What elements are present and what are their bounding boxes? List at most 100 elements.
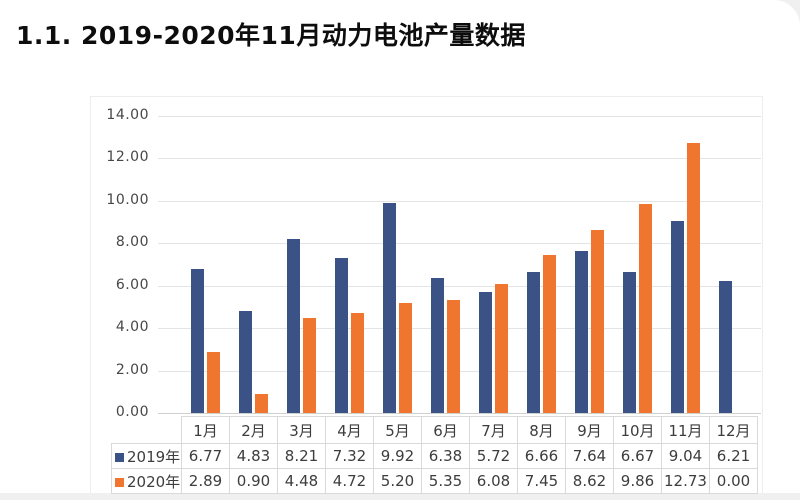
month-header-cell: 11月 <box>661 416 710 444</box>
gridline <box>158 328 761 330</box>
value-cell-2019年: 6.67 <box>613 443 662 469</box>
bar-2019年-9月 <box>574 250 588 413</box>
y-axis-label: 2.00 <box>115 361 149 378</box>
bar-group-3月 <box>277 116 325 413</box>
legend-cell-2019年: 2019年 <box>111 443 182 469</box>
bar-series-area <box>181 116 757 413</box>
bar-group-8月 <box>517 116 565 413</box>
gridline <box>158 158 761 160</box>
legend-swatch-2020年 <box>115 477 124 487</box>
value-cell-2020年: 8.62 <box>565 468 614 494</box>
bar-group-1月 <box>181 116 229 413</box>
value-cell-2019年: 9.04 <box>661 443 710 469</box>
bar-2020年-5月 <box>398 302 412 413</box>
y-axis-label: 14.00 <box>106 107 149 123</box>
month-header-cell: 7月 <box>469 416 518 444</box>
value-cell-2019年: 6.66 <box>517 443 566 469</box>
bar-group-10月 <box>613 116 661 413</box>
value-cell-2019年: 6.21 <box>709 443 758 469</box>
y-axis-label: 4.00 <box>115 319 149 336</box>
month-header-cell: 9月 <box>565 416 614 444</box>
gridline <box>158 116 761 117</box>
bar-2019年-12月 <box>718 281 732 413</box>
legend-cell-2020年: 2020年 <box>111 468 182 494</box>
bar-2019年-10月 <box>622 271 636 413</box>
value-cell-2020年: 4.48 <box>277 468 326 494</box>
bar-2020年-10月 <box>638 203 652 413</box>
bar-2020年-2月 <box>254 393 268 413</box>
value-cell-2019年: 4.83 <box>229 443 278 469</box>
bar-2020年-4月 <box>350 312 364 413</box>
section-title: 1.1. 2019-2020年11月动力电池产量数据 <box>16 21 526 50</box>
value-cell-2019年: 9.92 <box>373 443 422 469</box>
value-cell-2020年: 5.20 <box>373 468 422 494</box>
value-cell-2020年: 12.73 <box>661 468 710 494</box>
table-corner-blank <box>112 417 182 444</box>
gridline <box>158 285 761 287</box>
value-cell-2019年: 7.64 <box>565 443 614 469</box>
bar-2020年-1月 <box>206 351 220 413</box>
value-cell-2020年: 9.86 <box>613 468 662 494</box>
value-cell-2019年: 6.38 <box>421 443 470 469</box>
battery-production-chart: 14.00 12.00 10.00 8.00 6.00 4.00 2.00 0.00 1月 2月… <box>90 96 763 494</box>
y-axis-label: 0.00 <box>115 404 149 420</box>
bar-2020年-9月 <box>590 230 604 413</box>
value-cell-2020年: 7.45 <box>517 468 566 494</box>
bar-2020年-8月 <box>542 254 556 413</box>
gridline <box>158 200 761 202</box>
bar-group-11月 <box>661 116 709 413</box>
month-header-cell: 8月 <box>517 416 566 444</box>
value-cell-2020年: 5.35 <box>421 468 470 494</box>
month-header-cell: 10月 <box>613 416 662 444</box>
value-cell-2019年: 5.72 <box>469 443 518 469</box>
value-cell-2019年: 8.21 <box>277 443 326 469</box>
value-cell-2020年: 0.00 <box>709 468 758 494</box>
bar-2019年-2月 <box>238 310 252 413</box>
y-axis-label: 10.00 <box>106 191 149 208</box>
bar-2019年-3月 <box>286 238 300 413</box>
bar-2020年-11月 <box>686 142 700 413</box>
month-header-cell: 2月 <box>229 416 278 444</box>
legend-label: 2020年 <box>127 472 181 491</box>
bar-group-9月 <box>565 116 613 413</box>
month-header-cell: 6月 <box>421 416 470 444</box>
bar-2020年-6月 <box>446 299 460 413</box>
bar-2019年-5月 <box>382 202 396 413</box>
value-cell-2020年: 2.89 <box>181 468 230 494</box>
bar-group-2月 <box>229 116 277 413</box>
bar-2019年-8月 <box>526 271 540 413</box>
month-header-cell: 4月 <box>325 416 374 444</box>
bar-2019年-6月 <box>430 277 444 413</box>
month-header-cell: 1月 <box>181 416 230 444</box>
table-row-2020年: 2020年 2.89 0.90 4.48 4.72 5.20 5.35 6.08 7.45 8.6… <box>111 468 758 494</box>
value-cell-2019年: 7.32 <box>325 443 374 469</box>
bar-group-5月 <box>373 116 421 413</box>
month-header-cell: 5月 <box>373 416 422 444</box>
month-header-cell: 3月 <box>277 416 326 444</box>
data-table: 1月 2月 3月 4月 5月 6月 7月 8月 9月 10月 11月 12月 2019年 6.77 4.83… <box>111 416 758 494</box>
value-cell-2020年: 0.90 <box>229 468 278 494</box>
gridline <box>158 243 761 245</box>
plot-area <box>158 116 761 414</box>
bar-group-4月 <box>325 116 373 413</box>
bar-group-7月 <box>469 116 517 413</box>
legend-label: 2019年 <box>127 447 181 466</box>
y-axis-label: 12.00 <box>106 149 149 166</box>
bar-2020年-7月 <box>494 284 508 413</box>
table-row-2019年: 2019年 6.77 4.83 8.21 7.32 9.92 6.38 5.72 6.66 7.6… <box>111 443 758 469</box>
bar-group-12月 <box>709 116 757 413</box>
y-axis-label: 8.00 <box>115 234 149 251</box>
bar-2019年-4月 <box>334 257 348 413</box>
month-header-cell: 12月 <box>709 416 758 444</box>
bar-2020年-3月 <box>302 317 316 413</box>
bar-2019年-1月 <box>190 269 204 413</box>
legend-swatch-2019年 <box>115 452 124 462</box>
bar-2019年-11月 <box>670 221 684 413</box>
value-cell-2019年: 6.77 <box>181 443 230 469</box>
gridline <box>158 370 761 372</box>
value-cell-2020年: 4.72 <box>325 468 374 494</box>
value-cell-2020年: 6.08 <box>469 468 518 494</box>
bar-2019年-7月 <box>478 291 492 413</box>
gridline <box>158 413 761 414</box>
